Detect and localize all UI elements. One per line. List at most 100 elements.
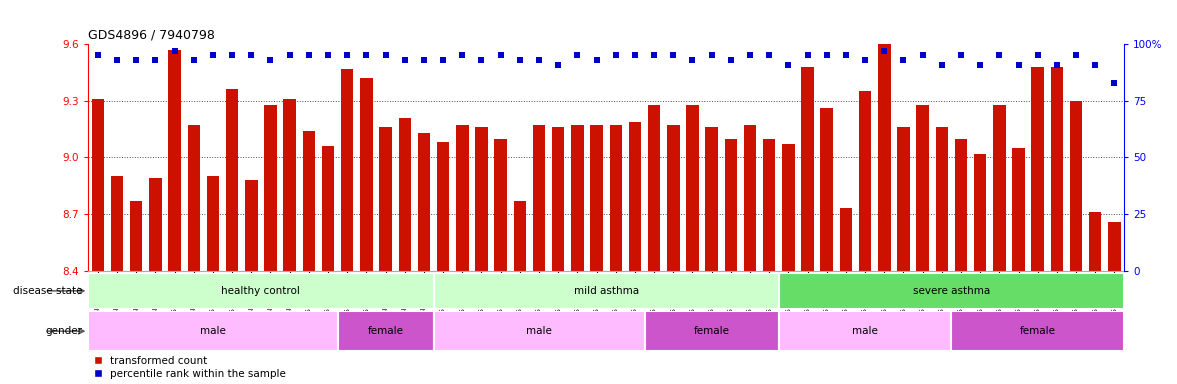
Bar: [779, 311, 951, 351]
Bar: [455, 125, 468, 384]
Bar: [725, 139, 737, 384]
Point: [703, 53, 722, 59]
Bar: [265, 104, 277, 384]
Point: [242, 53, 261, 59]
Bar: [1051, 67, 1063, 384]
Bar: [645, 311, 779, 351]
Bar: [149, 178, 161, 384]
Bar: [1109, 222, 1121, 384]
Bar: [859, 91, 871, 384]
Point: [338, 53, 357, 59]
Point: [280, 53, 299, 59]
Point: [395, 57, 414, 63]
Point: [548, 61, 567, 68]
Point: [204, 53, 222, 59]
Bar: [686, 104, 699, 384]
Point: [606, 53, 625, 59]
Text: female: female: [1019, 326, 1056, 336]
Bar: [763, 139, 776, 384]
Text: female: female: [693, 326, 730, 336]
Bar: [571, 125, 584, 384]
Text: gender: gender: [46, 326, 82, 336]
Bar: [917, 104, 929, 384]
Bar: [629, 122, 641, 384]
Point: [377, 53, 395, 59]
Point: [433, 57, 452, 63]
Point: [357, 53, 375, 59]
Bar: [779, 273, 1124, 309]
Bar: [647, 104, 660, 384]
Point: [185, 57, 204, 63]
Bar: [187, 125, 200, 384]
Text: female: female: [367, 326, 404, 336]
Point: [1029, 53, 1048, 59]
Bar: [245, 180, 258, 384]
Bar: [513, 201, 526, 384]
Bar: [207, 176, 219, 384]
Bar: [1031, 67, 1044, 384]
Point: [625, 53, 644, 59]
Point: [875, 48, 893, 54]
Text: male: male: [852, 326, 878, 336]
Bar: [111, 176, 124, 384]
Bar: [399, 118, 411, 384]
Bar: [360, 78, 373, 384]
Bar: [897, 127, 910, 384]
Point: [453, 53, 472, 59]
Point: [817, 53, 836, 59]
Bar: [1070, 101, 1083, 384]
Bar: [955, 139, 967, 384]
Point: [798, 53, 817, 59]
Point: [261, 57, 280, 63]
Bar: [476, 127, 487, 384]
Bar: [92, 99, 104, 384]
Text: healthy control: healthy control: [221, 286, 300, 296]
Bar: [591, 125, 603, 384]
Point: [722, 57, 740, 63]
Bar: [783, 144, 794, 384]
Bar: [433, 273, 779, 309]
Bar: [302, 131, 315, 384]
Point: [568, 53, 587, 59]
Point: [511, 57, 530, 63]
Point: [88, 53, 107, 59]
Point: [107, 57, 126, 63]
Bar: [552, 127, 565, 384]
Bar: [494, 139, 507, 384]
Bar: [379, 127, 392, 384]
Bar: [705, 127, 718, 384]
Legend: transformed count, percentile rank within the sample: transformed count, percentile rank withi…: [93, 356, 286, 379]
Bar: [1089, 212, 1102, 384]
Point: [1066, 53, 1085, 59]
Point: [1105, 79, 1124, 86]
Bar: [168, 50, 181, 384]
Bar: [820, 108, 833, 384]
Point: [645, 53, 664, 59]
Point: [222, 53, 241, 59]
Point: [856, 57, 875, 63]
Bar: [533, 125, 545, 384]
Point: [1086, 61, 1105, 68]
Text: mild asthma: mild asthma: [573, 286, 639, 296]
Point: [951, 53, 970, 59]
Point: [319, 53, 338, 59]
Bar: [433, 311, 645, 351]
Bar: [284, 99, 295, 384]
Point: [913, 53, 932, 59]
Point: [1009, 61, 1028, 68]
Text: GDS4896 / 7940798: GDS4896 / 7940798: [88, 28, 215, 41]
Point: [299, 53, 318, 59]
Point: [414, 57, 433, 63]
Point: [587, 57, 606, 63]
Bar: [667, 125, 679, 384]
Bar: [338, 311, 433, 351]
Bar: [418, 133, 430, 384]
Bar: [878, 44, 891, 384]
Text: male: male: [200, 326, 226, 336]
Point: [165, 48, 184, 54]
Text: disease state: disease state: [13, 286, 82, 296]
Bar: [88, 311, 338, 351]
Point: [990, 53, 1009, 59]
Bar: [129, 201, 142, 384]
Point: [530, 57, 548, 63]
